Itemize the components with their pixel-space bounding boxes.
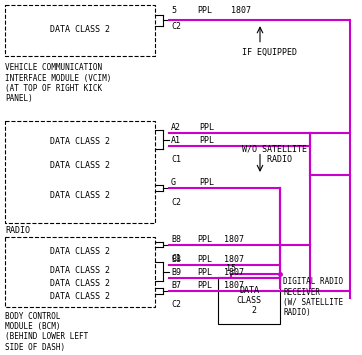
Text: A1: A1 [171,136,181,145]
Text: B8: B8 [171,235,181,244]
Text: 1807: 1807 [231,6,251,15]
Text: 1807: 1807 [224,281,244,290]
Text: DIGITAL RADIO
RECEIVER
(W/ SATELLITE
RADIO): DIGITAL RADIO RECEIVER (W/ SATELLITE RAD… [283,277,343,317]
Text: DATA CLASS 2: DATA CLASS 2 [50,247,110,256]
Text: 15: 15 [226,264,236,273]
Bar [5,237,155,307]
Bar [218,277,280,324]
Text: PPL: PPL [197,268,212,277]
Text: C2: C2 [171,198,181,207]
Text: DATA CLASS 2: DATA CLASS 2 [50,279,110,288]
Text: B9: B9 [171,268,181,277]
Text: DATA
CLASS
  2: DATA CLASS 2 [236,285,261,315]
Text: RADIO: RADIO [5,226,30,235]
Text: PPL: PPL [199,178,214,187]
Text: W/O SATELLITE
     RADIO: W/O SATELLITE RADIO [242,144,307,164]
Text: G: G [171,178,176,187]
Text: DATA CLASS 2: DATA CLASS 2 [50,266,110,275]
Text: PPL: PPL [197,255,212,264]
Text: IF EQUIPPED: IF EQUIPPED [242,48,297,58]
Text: C2: C2 [171,300,181,310]
Text: 5: 5 [171,6,176,15]
Text: 1807: 1807 [224,235,244,244]
Text: DATA CLASS 2: DATA CLASS 2 [50,137,110,146]
Text: BODY CONTROL
MODULE (BCM)
(BEHIND LOWER LEFT
SIDE OF DASH): BODY CONTROL MODULE (BCM) (BEHIND LOWER … [5,312,88,352]
Text: 1807: 1807 [224,255,244,264]
Text: C1: C1 [171,254,181,263]
Text: B8: B8 [171,255,181,264]
Text: C2: C2 [171,22,181,31]
Text: PPL: PPL [199,136,214,145]
Text: A2: A2 [171,123,181,132]
Text: 1807: 1807 [224,268,244,277]
Text: PPL: PPL [197,281,212,290]
Text: DATA CLASS 2: DATA CLASS 2 [50,292,110,301]
Text: DATA CLASS 2: DATA CLASS 2 [50,161,110,170]
Text: VEHICLE COMMUNICATION
INTERFACE MODULE (VCIM)
(AT TOP OF RIGHT KICK
PANEL): VEHICLE COMMUNICATION INTERFACE MODULE (… [5,63,111,103]
Text: PPL: PPL [197,6,212,15]
Text: C1: C1 [171,155,181,164]
Text: PPL: PPL [197,235,212,244]
Text: DATA CLASS 2: DATA CLASS 2 [50,25,110,34]
Text: B7: B7 [171,281,181,290]
Bar [5,121,155,223]
Text: DATA CLASS 2: DATA CLASS 2 [50,191,110,200]
Text: PPL: PPL [199,123,214,132]
Bar [5,5,155,56]
